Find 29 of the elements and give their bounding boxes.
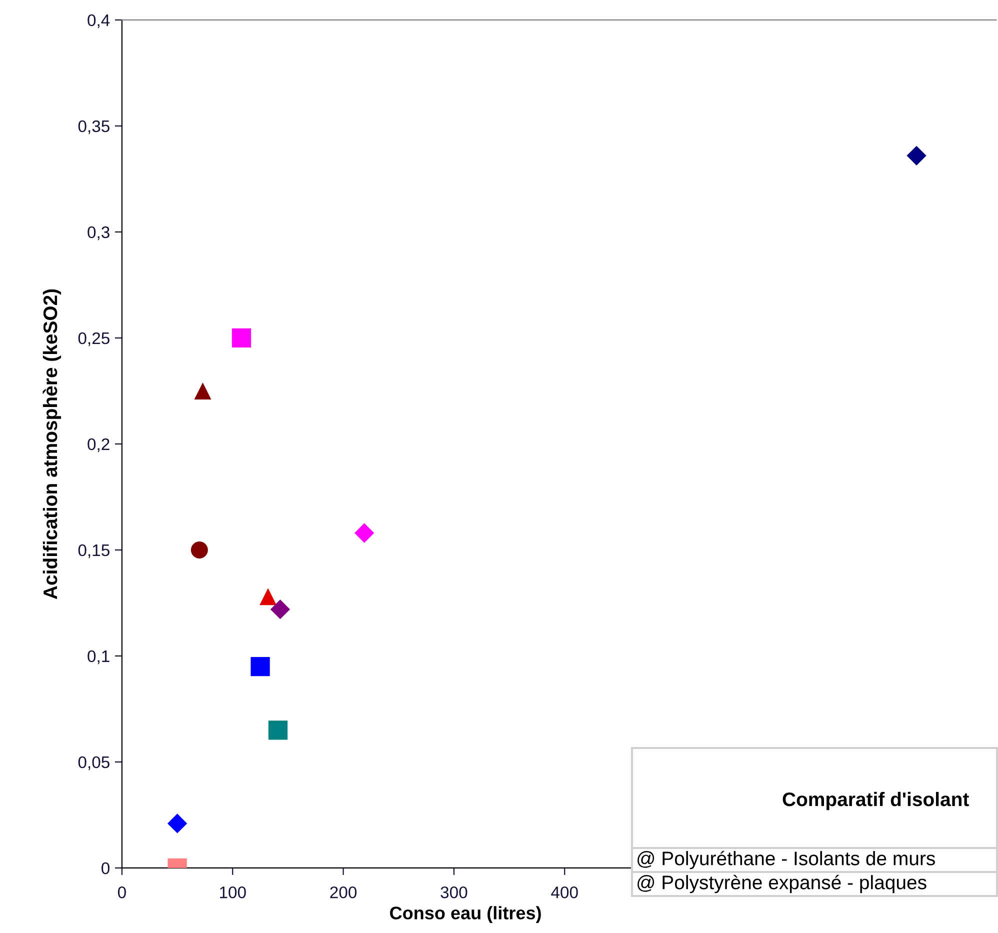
y-tick-label: 0,1 [88,650,110,664]
point [906,146,926,166]
annotation: Comparatif d'isolant [782,792,969,810]
y-tick-label: 0,4 [88,14,110,28]
y-axis-title: Acidification atmosphère (keSO2) [42,289,62,600]
y-tick-label: 0,3 [88,226,110,240]
y-tick-label: 0,2 [88,438,110,452]
point [194,382,212,400]
x-tick-label: 300 [440,886,468,898]
point [268,720,288,740]
y-tick-label: 0 [102,862,110,874]
x-tick-label: 100 [220,886,246,898]
x-axis-title: Conso eau (litres) [390,906,541,923]
annotation: @ Polyuréthane - Isolants de murs [638,850,935,870]
text: @ Polystyrène expansé - plaques [638,874,926,894]
y-tick-label: 0,15 [78,544,110,558]
x-tick-label: 200 [330,886,357,898]
point [167,814,188,834]
x-tick-label: 400 [551,886,578,898]
y-tick-label: 0,25 [78,332,110,346]
point [250,656,270,676]
y-tick-label: 0,35 [78,120,110,134]
point [354,523,374,543]
x-tick-label: 0 [118,886,126,898]
point [270,600,290,620]
y-tick-label: 0,05 [78,756,110,770]
point [260,588,277,606]
point [232,328,252,348]
point [190,541,208,558]
